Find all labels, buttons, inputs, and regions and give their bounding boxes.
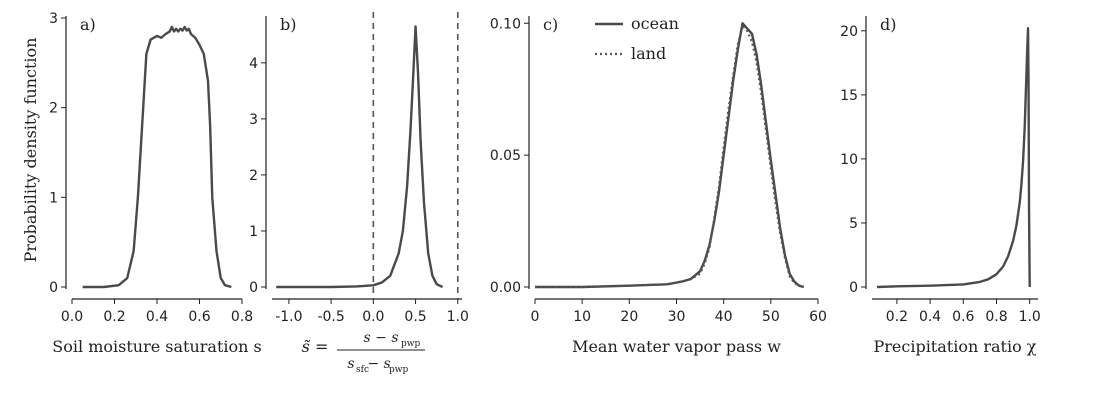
svg-text:s − s: s − s [364,330,399,346]
x-tick-label: 20 [620,309,638,325]
legend: ocean land [595,14,679,63]
x-tick-label: 0.8 [985,309,1007,325]
x-tick-label: 0.4 [919,309,941,325]
svg-text:s: s [347,356,354,372]
x-tick-label: 0.2 [886,309,908,325]
panel-label: b) [280,15,296,34]
series-line-land [535,23,805,289]
x-tick-label: 0.8 [231,309,253,325]
y-tick-label: 0.00 [490,280,521,296]
panel-label: a) [80,15,96,34]
svg-text:pwp: pwp [401,339,420,349]
y-tick-label: 15 [840,88,858,104]
y-tick-label: 2 [249,168,258,184]
panel-label: d) [880,15,896,34]
x-tick-label: 10 [573,309,591,325]
x-tick-label: -0.5 [317,309,344,325]
x-tick-label: 0.2 [103,309,125,325]
y-tick-label: 10 [840,152,858,168]
y-axis-label: Probability density function [21,38,40,263]
panel-a: 0 1 2 3 0.0 0.2 0.4 0.6 0.8 a) Soil moisture satur… [49,11,262,356]
y-tick-label: 2 [49,101,58,117]
y-tick-label: 0 [49,280,58,296]
x-tick-label: 1.0 [447,309,469,325]
panel-label: c) [543,15,558,34]
x-axis-label: Mean water vapor pass w [572,337,781,356]
y-tick-label: 1 [249,224,258,240]
panel-d: 0 5 10 15 20 0.2 0.4 0.6 0.8 1.0 d) Precipitation r… [840,15,1041,356]
x-axis-label: Soil moisture saturation s [52,337,261,356]
svg-text:sfc: sfc [356,365,369,375]
y-tick-label: 0 [849,280,858,296]
x-tick-label: 0.5 [404,309,426,325]
y-tick-label: 5 [849,216,858,232]
x-tick-label: 40 [715,309,733,325]
x-tick-label: 30 [668,309,686,325]
x-axis-label: Precipitation ratio χ [873,337,1036,356]
panel-c: 0.00 0.05 0.10 0 10 20 30 40 50 60 c) Mean water va… [490,14,827,356]
y-tick-label: 4 [249,56,258,72]
y-tick-label: 0 [249,280,258,296]
y-tick-label: 20 [840,24,858,40]
x-tick-label: 60 [809,309,827,325]
x-tick-label: -1.0 [275,309,302,325]
x-tick-label: 1.0 [1019,309,1041,325]
series-line-series-0 [276,25,444,289]
svg-text:pwp: pwp [389,365,408,375]
x-tick-label: 0.6 [952,309,974,325]
y-tick-label: 1 [49,190,58,206]
y-tick-label: 3 [49,11,58,27]
svg-text:− s: − s [367,356,390,372]
x-tick-label: 0.0 [61,309,83,325]
series-line-ocean [535,22,805,289]
x-tick-label: 0 [531,309,540,325]
legend-label-land: land [631,44,666,63]
y-tick-label: 3 [249,112,258,128]
series-line-series-0 [876,27,1031,289]
x-tick-label: 0.6 [188,309,210,325]
y-tick-label: 0.10 [490,16,521,32]
svg-text:s̃ =: s̃ = [302,337,329,356]
x-tick-label: 50 [762,309,780,325]
series-line-series-0 [82,25,232,289]
x-tick-label: 0.0 [362,309,384,325]
legend-label-ocean: ocean [631,14,679,33]
x-tick-label: 0.4 [146,309,168,325]
y-tick-label: 0.05 [490,148,521,164]
